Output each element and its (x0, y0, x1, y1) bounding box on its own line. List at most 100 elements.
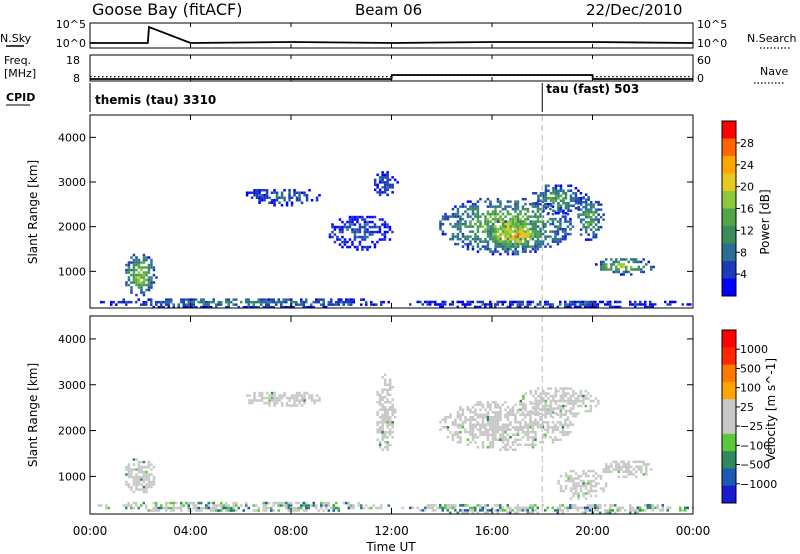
power-cell-region-6 (539, 227, 542, 231)
velocity-cell-region-1 (132, 506, 135, 510)
power-cell-region-3 (343, 240, 347, 244)
power-cell-region-2 (293, 191, 296, 194)
velocity-cell-region-8 (581, 506, 584, 510)
velocity-cell-region-4 (459, 436, 462, 439)
colorbar-swatch (722, 156, 736, 174)
velocity-cell-region-1 (360, 504, 363, 507)
velocity-cell-region-0 (137, 478, 141, 481)
power-cell-region-5 (466, 245, 470, 248)
power-cell-region-1 (207, 303, 210, 306)
velocity-cell-region-4 (514, 448, 517, 451)
power-cell-region-5 (564, 230, 567, 233)
velocity-cell-region-4 (469, 428, 472, 431)
velocity-cell-region-8 (634, 509, 637, 512)
velocity-cell-region-4 (519, 428, 522, 431)
velocity-cell-region-8 (606, 511, 609, 515)
power-cell-region-7 (559, 204, 563, 207)
velocity-cell-region-5 (574, 392, 578, 395)
velocity-cell-region-1 (155, 506, 158, 510)
power-cell-region-10 (511, 300, 514, 304)
velocity-cell-region-4 (474, 426, 477, 429)
power-cell-region-5 (479, 215, 482, 218)
power-cell-region-3 (373, 245, 377, 249)
power-cell-region-5 (499, 210, 502, 213)
power-cell-region-10 (571, 303, 574, 306)
power-cell-region-5 (516, 217, 520, 221)
power-cell-region-6 (529, 232, 532, 236)
velocity-cell-region-3 (376, 431, 379, 434)
power-cell-region-5 (461, 232, 465, 236)
velocity-cell-region-0 (142, 473, 146, 476)
power-cell-region-5 (449, 237, 452, 241)
velocity-cell-region-1 (152, 501, 155, 505)
power-cell-region-1 (187, 303, 190, 306)
velocity-cell-region-4 (456, 441, 460, 444)
power-cell-region-4 (376, 191, 379, 194)
velocity-cell-region-4 (494, 413, 497, 416)
velocity-cell-region-5 (544, 407, 548, 410)
power-cell-region-5 (476, 210, 480, 213)
velocity-cell-region-2 (295, 391, 299, 395)
velocity-cell-region-4 (486, 431, 490, 434)
power-cell-region-4 (376, 186, 379, 189)
power-cell-region-10 (584, 305, 587, 309)
power-cell-region-3 (361, 215, 364, 219)
power-cell-region-1 (185, 305, 188, 309)
power-cell-region-5 (556, 227, 560, 231)
velocity-cell-region-4 (459, 441, 462, 444)
velocity-cell-region-2 (245, 394, 249, 397)
velocity-cell-region-4 (454, 418, 457, 421)
power-cell-region-1 (225, 305, 228, 309)
power-cell-region-5 (486, 197, 490, 201)
power-cell-region-10 (459, 300, 462, 304)
noise-right-tick-top: 10^5 (697, 18, 727, 31)
velocity-cell-region-7 (594, 482, 598, 485)
velocity-cell-region-3 (383, 421, 387, 424)
velocity-cell-region-8 (484, 511, 487, 515)
velocity-cell-region-3 (388, 378, 392, 381)
velocity-cell-region-8 (609, 504, 612, 507)
power-cell-region-6 (519, 240, 522, 243)
power-cell-region-0 (142, 273, 146, 277)
velocity-cell-region-7 (589, 489, 593, 493)
power-cell-region-7 (557, 184, 560, 187)
power-cell-region-5 (441, 232, 445, 236)
power-cell-region-5 (469, 222, 472, 226)
colorbar-swatch (722, 173, 736, 192)
power-cell-region-9 (635, 260, 638, 264)
power-cell-region-9 (622, 258, 625, 261)
power-cell-region-10 (524, 305, 527, 309)
power-cell-region-7 (554, 189, 558, 192)
power-cell-region-0 (142, 293, 146, 297)
power-cell-region-3 (373, 243, 377, 246)
power-cell-region-2 (273, 199, 276, 202)
power-cell-region-3 (368, 215, 372, 219)
power-cell-region-10 (614, 300, 617, 304)
velocity-cell-region-4 (471, 431, 475, 434)
velocity-cell-region-8 (494, 504, 497, 507)
power-cell-region-10 (566, 305, 569, 309)
velocity-cell-region-5 (549, 394, 553, 398)
power-cell-region-5 (461, 205, 465, 208)
velocity-cell-region-7 (569, 474, 573, 478)
velocity-cell-region-8 (511, 509, 514, 512)
velocity-cell-region-8 (559, 509, 562, 512)
velocity-cell-region-4 (486, 421, 490, 424)
power-cell-region-10 (479, 305, 482, 309)
velocity-cell-region-2 (285, 404, 289, 407)
velocity-cell-region-5 (544, 412, 548, 415)
power-cell-region-10 (579, 303, 582, 306)
velocity-cell-region-3 (386, 383, 389, 386)
power-cell-region-1 (207, 305, 210, 309)
power-cell-region-1 (225, 300, 228, 304)
velocity-cell-region-0 (135, 478, 138, 481)
velocity-cell-region-8 (599, 504, 602, 507)
power-cell-region-2 (290, 196, 294, 199)
power-cell-region-1 (177, 305, 180, 309)
power-cell-region-5 (561, 237, 565, 241)
velocity-cell-region-4 (524, 403, 527, 406)
velocity-cell-region-0 (135, 468, 138, 471)
power-cell-region-8 (599, 203, 603, 206)
power-cell-region-5 (459, 237, 462, 241)
power-cell-region-6 (496, 240, 500, 243)
